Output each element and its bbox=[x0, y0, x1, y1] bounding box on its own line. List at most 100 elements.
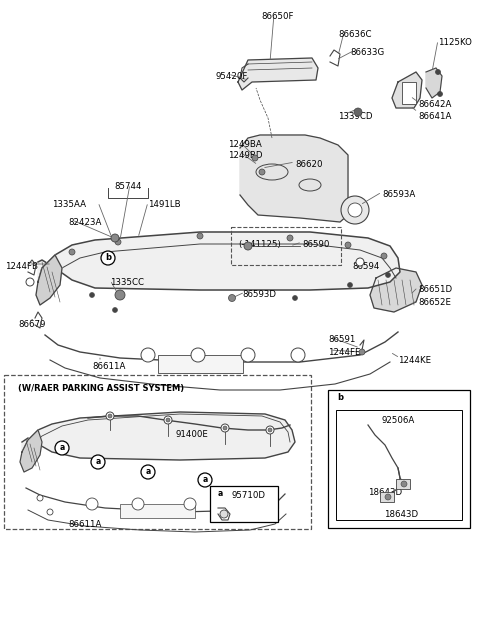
Circle shape bbox=[111, 234, 119, 242]
Circle shape bbox=[220, 510, 228, 518]
Bar bbox=[396, 479, 410, 489]
Text: b: b bbox=[337, 394, 343, 403]
Text: a: a bbox=[96, 457, 101, 467]
Circle shape bbox=[348, 282, 352, 287]
Circle shape bbox=[184, 498, 196, 510]
Circle shape bbox=[69, 249, 75, 255]
Text: 86591: 86591 bbox=[328, 335, 355, 344]
Circle shape bbox=[141, 348, 155, 362]
Circle shape bbox=[244, 242, 252, 250]
Circle shape bbox=[26, 278, 34, 286]
Polygon shape bbox=[426, 68, 442, 98]
Circle shape bbox=[112, 308, 118, 313]
Circle shape bbox=[108, 414, 112, 418]
Circle shape bbox=[385, 272, 391, 277]
Circle shape bbox=[166, 418, 170, 422]
Circle shape bbox=[345, 242, 351, 248]
Bar bbox=[158, 355, 243, 373]
Polygon shape bbox=[22, 412, 295, 460]
Text: 86641A: 86641A bbox=[418, 112, 451, 121]
Circle shape bbox=[356, 258, 364, 266]
Text: (-141125): (-141125) bbox=[238, 240, 281, 249]
Polygon shape bbox=[238, 58, 318, 90]
Text: 86590: 86590 bbox=[302, 240, 329, 249]
Text: 86611A: 86611A bbox=[68, 520, 101, 529]
Circle shape bbox=[348, 203, 362, 217]
Circle shape bbox=[47, 509, 53, 515]
Circle shape bbox=[292, 296, 298, 301]
Circle shape bbox=[37, 495, 43, 501]
Text: 1249BD: 1249BD bbox=[228, 151, 263, 160]
Circle shape bbox=[228, 294, 236, 301]
Circle shape bbox=[385, 494, 391, 500]
Text: 82423A: 82423A bbox=[68, 218, 101, 227]
Circle shape bbox=[354, 108, 362, 116]
Circle shape bbox=[197, 233, 203, 239]
Bar bbox=[210, 486, 278, 522]
Text: 1491LB: 1491LB bbox=[148, 200, 180, 209]
Circle shape bbox=[287, 235, 293, 241]
Text: 86651D: 86651D bbox=[418, 285, 452, 294]
Circle shape bbox=[268, 428, 272, 432]
Circle shape bbox=[252, 155, 258, 161]
Circle shape bbox=[241, 348, 255, 362]
Text: 86652E: 86652E bbox=[418, 298, 451, 307]
Text: 1335AA: 1335AA bbox=[52, 200, 86, 209]
Text: 18643D: 18643D bbox=[384, 510, 418, 519]
Circle shape bbox=[141, 465, 155, 479]
Text: 1335CC: 1335CC bbox=[110, 278, 144, 287]
Circle shape bbox=[101, 251, 115, 265]
Circle shape bbox=[86, 498, 98, 510]
Text: b: b bbox=[105, 253, 111, 262]
Polygon shape bbox=[240, 135, 348, 222]
Circle shape bbox=[115, 290, 125, 300]
Circle shape bbox=[191, 348, 205, 362]
Polygon shape bbox=[38, 232, 400, 290]
Text: 86636C: 86636C bbox=[338, 30, 372, 39]
Text: 86650F: 86650F bbox=[262, 12, 294, 21]
Text: 18643D: 18643D bbox=[368, 488, 402, 497]
Text: 1244FB: 1244FB bbox=[5, 262, 38, 271]
Circle shape bbox=[435, 69, 441, 74]
Text: 92506A: 92506A bbox=[382, 416, 415, 425]
Circle shape bbox=[221, 424, 229, 432]
Circle shape bbox=[359, 349, 365, 355]
Circle shape bbox=[381, 253, 387, 259]
Text: 95420F: 95420F bbox=[215, 72, 247, 81]
Circle shape bbox=[259, 169, 265, 175]
Text: 1339CD: 1339CD bbox=[338, 112, 372, 121]
Bar bbox=[120, 504, 195, 518]
Circle shape bbox=[55, 441, 69, 455]
Text: 86593D: 86593D bbox=[242, 290, 276, 299]
Circle shape bbox=[89, 292, 95, 298]
FancyBboxPatch shape bbox=[4, 375, 311, 529]
Text: 91400E: 91400E bbox=[175, 430, 208, 439]
Circle shape bbox=[198, 473, 212, 487]
Text: 95710D: 95710D bbox=[232, 491, 266, 499]
Circle shape bbox=[106, 412, 114, 420]
Circle shape bbox=[213, 487, 227, 501]
Circle shape bbox=[115, 239, 121, 245]
Circle shape bbox=[341, 196, 369, 224]
Text: 86679: 86679 bbox=[18, 320, 46, 329]
Text: a: a bbox=[145, 467, 151, 477]
Circle shape bbox=[437, 91, 443, 96]
Circle shape bbox=[223, 426, 227, 430]
Circle shape bbox=[266, 426, 274, 434]
Polygon shape bbox=[392, 72, 422, 108]
Text: 1249BA: 1249BA bbox=[228, 140, 262, 149]
Text: 86642A: 86642A bbox=[418, 100, 451, 109]
Text: 86593A: 86593A bbox=[382, 190, 415, 199]
Text: a: a bbox=[203, 476, 208, 484]
Polygon shape bbox=[20, 430, 42, 472]
Polygon shape bbox=[370, 268, 422, 312]
Bar bbox=[336, 410, 462, 520]
Bar bbox=[380, 492, 394, 502]
Circle shape bbox=[132, 498, 144, 510]
Circle shape bbox=[164, 416, 172, 424]
Circle shape bbox=[236, 498, 248, 510]
Circle shape bbox=[401, 481, 407, 487]
Text: a: a bbox=[217, 489, 223, 499]
Text: (W/RAER PARKING ASSIST SYSTEM): (W/RAER PARKING ASSIST SYSTEM) bbox=[18, 384, 184, 393]
Text: 1125KO: 1125KO bbox=[438, 38, 472, 47]
